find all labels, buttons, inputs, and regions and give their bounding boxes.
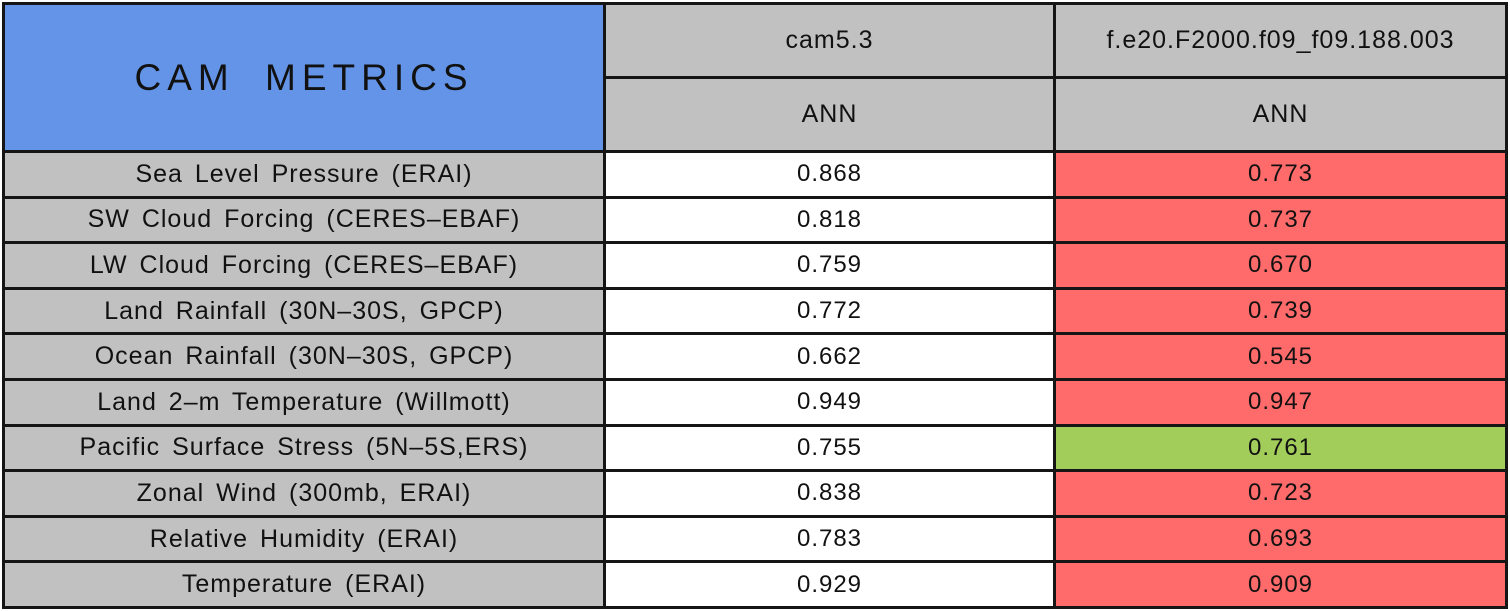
metric-label: Temperature (ERAI) — [2, 560, 606, 609]
cam53-value: 0.818 — [603, 195, 1056, 245]
table-title: CAM METRICS — [2, 2, 606, 153]
experiment-value: 0.761 — [1053, 423, 1508, 473]
cam53-value: 0.783 — [603, 514, 1056, 564]
metric-label: LW Cloud Forcing (CERES–EBAF) — [2, 241, 606, 290]
metric-label: Land 2–m Temperature (Willmott) — [2, 377, 606, 427]
metric-label: Land Rainfall (30N–30S, GPCP) — [2, 286, 606, 336]
experiment-value: 0.773 — [1053, 150, 1508, 199]
cam53-value: 0.662 — [603, 332, 1056, 381]
table-row: Ocean Rainfall (30N–30S, GPCP) 0.662 0.5… — [2, 332, 1508, 381]
cam53-value: 0.929 — [603, 560, 1056, 609]
metric-label: Pacific Surface Stress (5N–5S,ERS) — [2, 423, 606, 473]
table-header: CAM METRICS cam5.3 f.e20.F2000.f09_f09.1… — [2, 2, 1508, 153]
experiment-value: 0.947 — [1053, 377, 1508, 427]
metric-label: Relative Humidity (ERAI) — [2, 514, 606, 564]
cam53-value: 0.755 — [603, 423, 1056, 473]
table-row: LW Cloud Forcing (CERES–EBAF) 0.759 0.67… — [2, 241, 1508, 290]
header-row-season: ANN ANN — [4, 76, 1508, 153]
metric-label: Zonal Wind (300mb, ERAI) — [2, 469, 606, 518]
season-header-cam53: ANN — [603, 76, 1056, 153]
table-row: Relative Humidity (ERAI) 0.783 0.693 — [2, 514, 1508, 564]
experiment-value: 0.739 — [1053, 286, 1508, 336]
table-row: Pacific Surface Stress (5N–5S,ERS) 0.755… — [2, 423, 1508, 473]
table-row: Sea Level Pressure (ERAI) 0.868 0.773 — [2, 150, 1508, 199]
metric-label: Sea Level Pressure (ERAI) — [2, 150, 606, 199]
cam53-value: 0.949 — [603, 377, 1056, 427]
experiment-value: 0.737 — [1053, 195, 1508, 245]
table-row: Land Rainfall (30N–30S, GPCP) 0.772 0.73… — [2, 286, 1508, 336]
metric-label: Ocean Rainfall (30N–30S, GPCP) — [2, 332, 606, 381]
table-row: Zonal Wind (300mb, ERAI) 0.838 0.723 — [2, 469, 1508, 518]
experiment-value: 0.545 — [1053, 332, 1508, 381]
experiment-value: 0.693 — [1053, 514, 1508, 564]
column-header-experiment: f.e20.F2000.f09_f09.188.003 — [1053, 2, 1508, 79]
cam53-value: 0.868 — [603, 150, 1056, 199]
season-header-experiment: ANN — [1053, 76, 1508, 153]
metric-label: SW Cloud Forcing (CERES–EBAF) — [2, 195, 606, 245]
column-header-cam53: cam5.3 — [603, 2, 1056, 79]
table-row: SW Cloud Forcing (CERES–EBAF) 0.818 0.73… — [2, 195, 1508, 245]
cam53-value: 0.772 — [603, 286, 1056, 336]
cam53-value: 0.759 — [603, 241, 1056, 290]
table-body: Sea Level Pressure (ERAI) 0.868 0.773 SW… — [2, 150, 1508, 609]
table-row: Land 2–m Temperature (Willmott) 0.949 0.… — [2, 377, 1508, 427]
experiment-value: 0.909 — [1053, 560, 1508, 609]
experiment-value: 0.670 — [1053, 241, 1508, 290]
cam53-value: 0.838 — [603, 469, 1056, 518]
header-row-models: CAM METRICS cam5.3 f.e20.F2000.f09_f09.1… — [2, 2, 1508, 153]
experiment-value: 0.723 — [1053, 469, 1508, 518]
table-row: Temperature (ERAI) 0.929 0.909 — [2, 560, 1508, 609]
